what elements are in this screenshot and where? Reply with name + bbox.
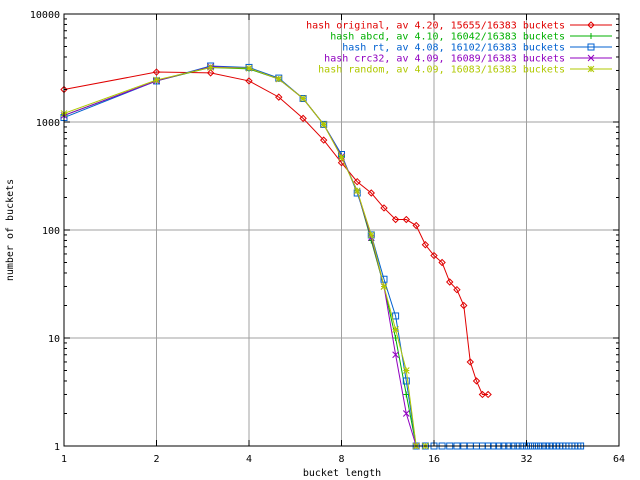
data-point (152, 68, 161, 76)
x-tick-label: 32 (520, 454, 532, 465)
data-point (319, 136, 328, 144)
data-point (402, 367, 410, 374)
y-tick-label: 10 (48, 334, 60, 345)
data-point (391, 215, 400, 224)
x-axis-label: bucket length (303, 468, 381, 479)
x-tick-label: 4 (246, 454, 252, 465)
data-point (153, 76, 160, 84)
y-tick-label: 1000 (36, 118, 60, 129)
x-tick-label: 16 (428, 454, 440, 465)
data-point (421, 241, 430, 249)
data-point (438, 258, 446, 267)
data-point (484, 390, 492, 399)
data-point (380, 204, 388, 212)
data-point (299, 114, 307, 123)
data-point (275, 75, 283, 83)
data-point (587, 54, 595, 62)
data-point (245, 77, 253, 85)
data-point (588, 33, 594, 39)
data-point (392, 326, 399, 333)
data-point (338, 154, 345, 161)
data-point (392, 312, 400, 320)
data-point (392, 351, 399, 359)
y-tick-label: 1 (54, 442, 60, 453)
y-axis-label: number of buckets (5, 179, 16, 281)
data-point (430, 251, 438, 260)
data-point (587, 43, 595, 51)
y-tick-label: 10000 (30, 10, 60, 21)
data-point (207, 64, 214, 71)
legend-label: hash rt, av 4.08, 16102/16383 buckets (342, 43, 565, 54)
data-point (446, 278, 454, 286)
data-point (353, 177, 361, 186)
data-point (466, 358, 474, 366)
axis-ticks: 1 2 4 8 16 32 64 1 10 100 1000 10000 (30, 10, 625, 465)
x-tick-label: 2 (153, 454, 159, 465)
data-point (275, 93, 283, 101)
data-point (353, 187, 361, 195)
x-tick-label: 1 (61, 454, 67, 465)
data-point (402, 410, 410, 417)
x-tick-label: 64 (613, 454, 625, 465)
data-point (206, 69, 215, 77)
data-point (587, 65, 595, 73)
data-point (402, 377, 410, 385)
grid (64, 14, 619, 446)
series-line (63, 71, 489, 395)
data-point (587, 21, 595, 29)
data-point (460, 301, 468, 310)
legend-label: hash crc32, av 4.09, 16089/16383 buckets (324, 54, 565, 65)
data-point (453, 285, 461, 294)
data-point (412, 221, 420, 230)
data-point (380, 275, 388, 283)
data-point (478, 390, 487, 399)
data-point (380, 283, 388, 290)
x-tick-label: 8 (338, 454, 344, 465)
legend: hash original, av 4.20, 15655/16383 buck… (306, 21, 612, 76)
data-point (367, 231, 375, 239)
legend-label: hash random, av 4.09, 16083/16383 bucket… (318, 65, 565, 76)
data-point (402, 215, 410, 224)
y-tick-label: 100 (42, 226, 60, 237)
data-point (320, 121, 328, 128)
legend-label: hash abcd, av 4.10, 16042/16383 buckets (330, 32, 565, 43)
data-point (472, 377, 481, 385)
data-point (245, 64, 253, 72)
legend-label: hash original, av 4.20, 15655/16383 buck… (306, 21, 565, 32)
data-point (299, 95, 307, 102)
data-point (367, 189, 375, 197)
